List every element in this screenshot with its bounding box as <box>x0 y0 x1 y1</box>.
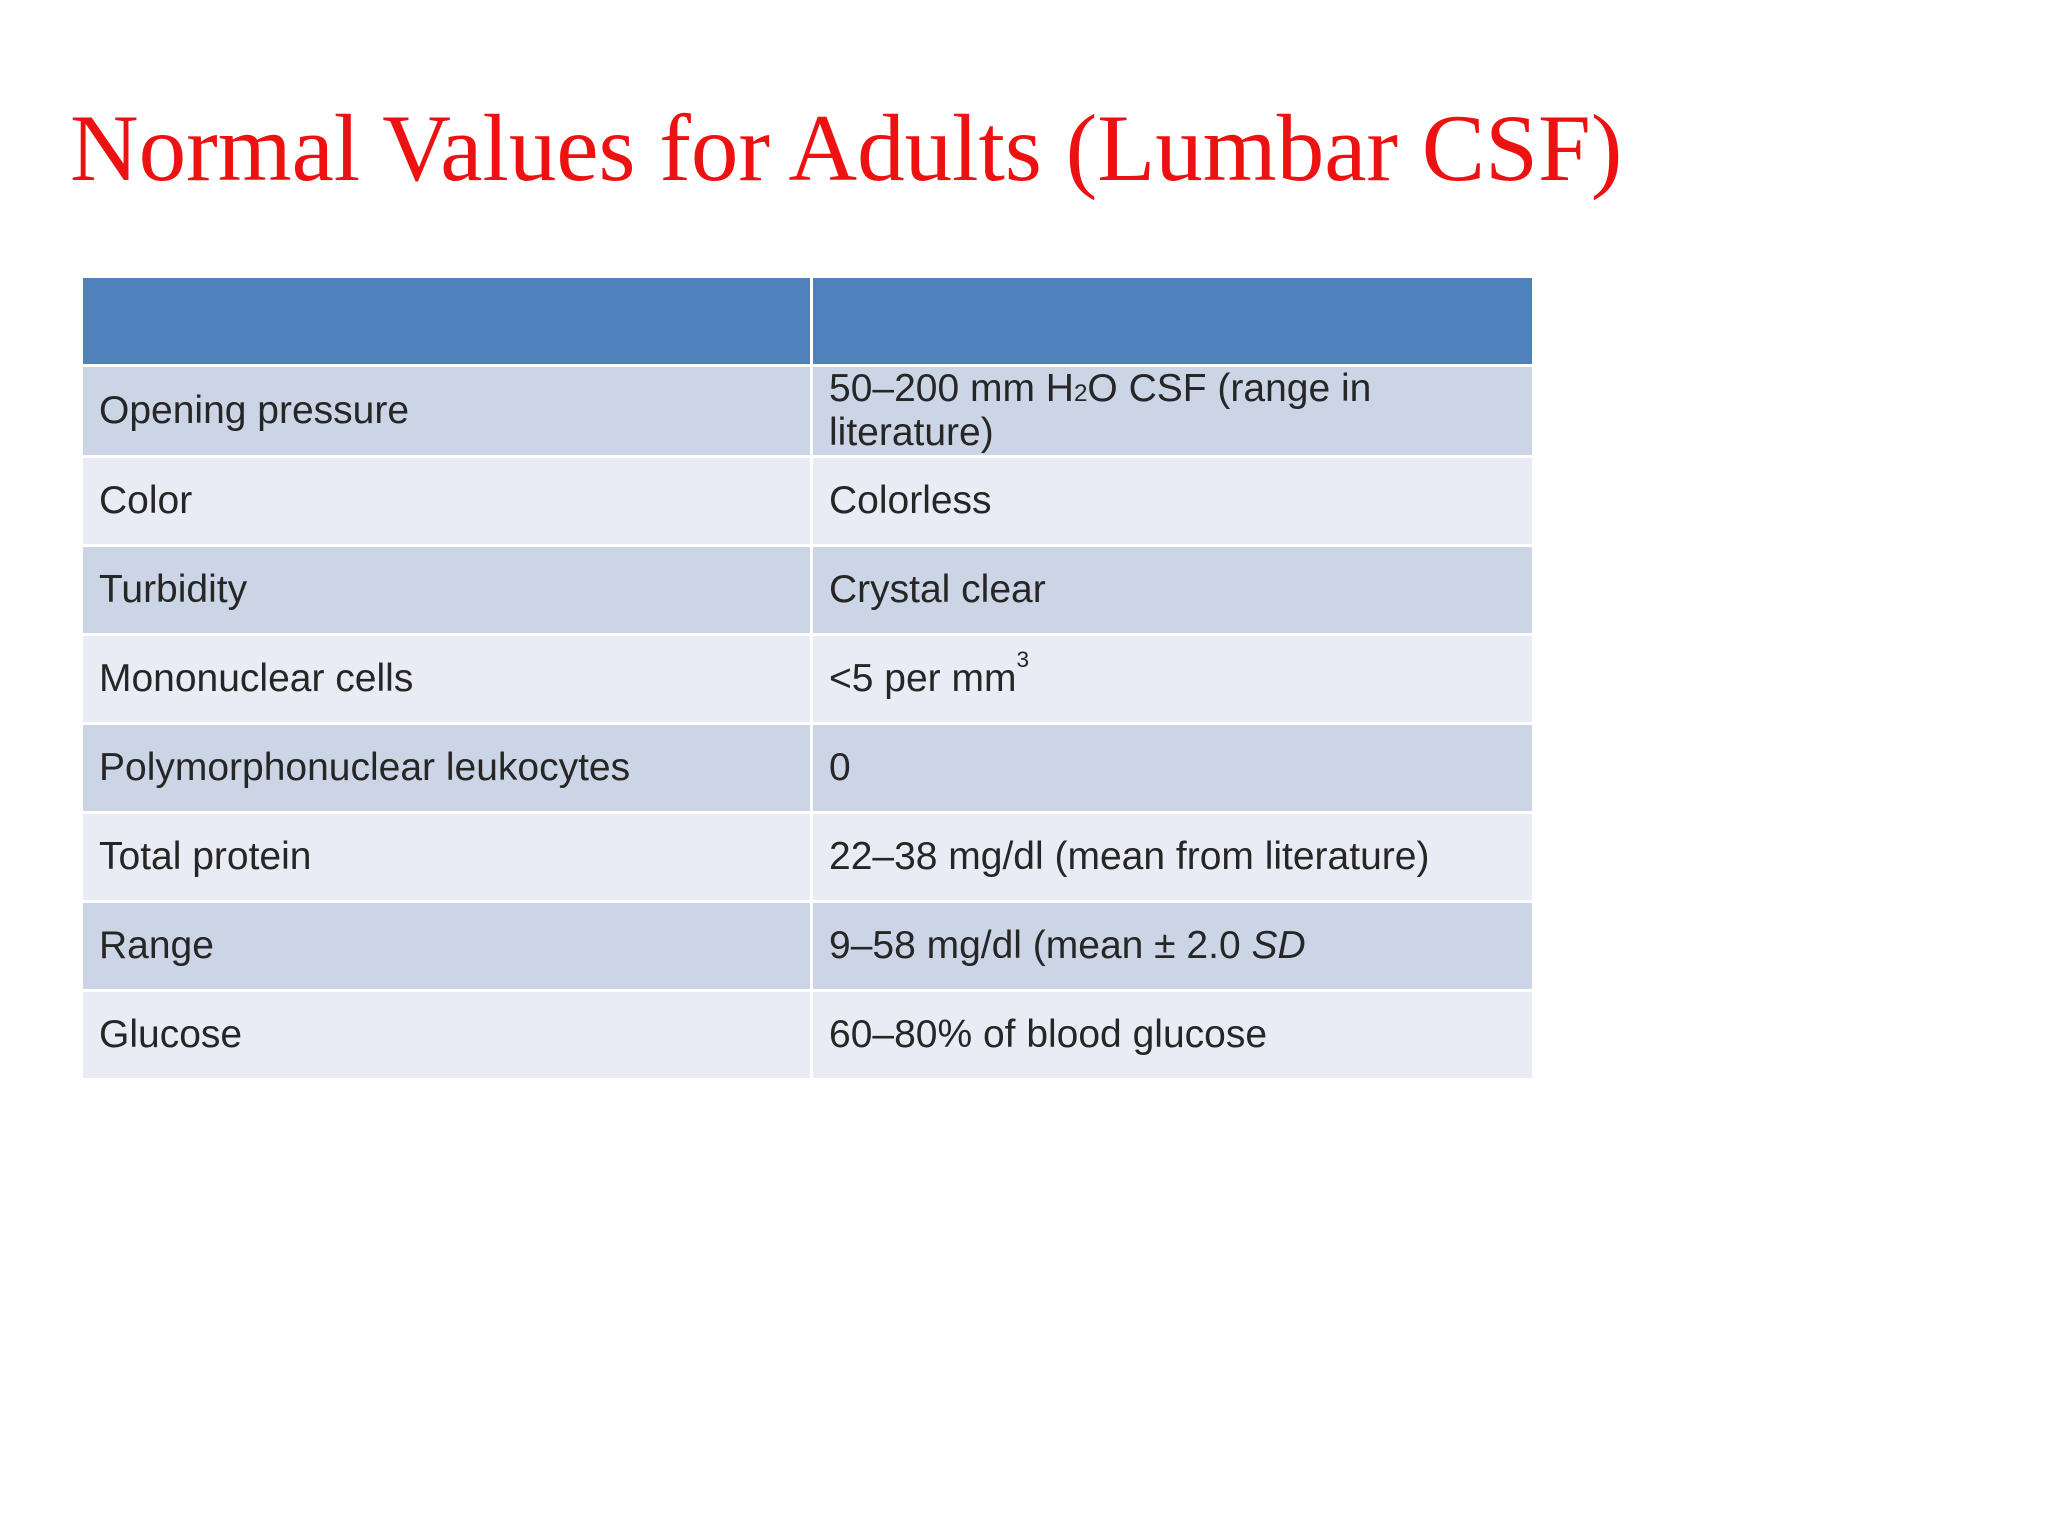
csf-values-table: Opening pressure 50–200 mm H2O CSF (rang… <box>80 275 1535 1081</box>
row-label: Color <box>80 455 813 547</box>
subscript-text: 2 <box>1073 380 1088 407</box>
row-value: 50–200 mm H2O CSF (range in literature) <box>810 364 1535 458</box>
row-value: 22–38 mg/dl (mean from literature) <box>810 811 1535 903</box>
row-label: Turbidity <box>80 544 813 636</box>
row-value: 9–58 mg/dl (mean ± 2.0 SD <box>810 900 1535 992</box>
row-value: 0 <box>810 722 1535 814</box>
slide-title: Normal Values for Adults (Lumbar CSF) <box>70 95 1623 201</box>
row-label: Opening pressure <box>80 364 813 458</box>
value-text: 9–58 mg/dl (mean ± 2.0 <box>829 924 1252 967</box>
value-text: O CSF (range in literature) <box>829 367 1372 454</box>
italic-text: SD <box>1251 924 1306 967</box>
superscript-text: 3 <box>1016 646 1030 672</box>
row-label: Total protein <box>80 811 813 903</box>
table-row: Mononuclear cells <5 per mm3 <box>80 633 1535 725</box>
value-text: 50–200 mm H <box>829 367 1074 411</box>
row-value: <5 per mm3 <box>810 633 1535 725</box>
value-text: <5 per mm <box>829 657 1017 700</box>
row-label: Range <box>80 900 813 992</box>
table-row: Range 9–58 mg/dl (mean ± 2.0 SD <box>80 900 1535 992</box>
row-value: Crystal clear <box>810 544 1535 636</box>
table-row: Polymorphonuclear leukocytes 0 <box>80 722 1535 814</box>
table-row: Color Colorless <box>80 455 1535 547</box>
row-value: Colorless <box>810 455 1535 547</box>
row-label: Polymorphonuclear leukocytes <box>80 722 813 814</box>
table-row: Turbidity Crystal clear <box>80 544 1535 636</box>
row-label: Mononuclear cells <box>80 633 813 725</box>
header-cell-value <box>810 275 1535 367</box>
table-row: Glucose 60–80% of blood glucose <box>80 989 1535 1081</box>
table-row: Opening pressure 50–200 mm H2O CSF (rang… <box>80 364 1535 458</box>
row-label: Glucose <box>80 989 813 1081</box>
row-value: 60–80% of blood glucose <box>810 989 1535 1081</box>
header-cell-parameter <box>80 275 813 367</box>
table-row: Total protein 22–38 mg/dl (mean from lit… <box>80 811 1535 903</box>
table-header-row <box>80 275 1535 367</box>
